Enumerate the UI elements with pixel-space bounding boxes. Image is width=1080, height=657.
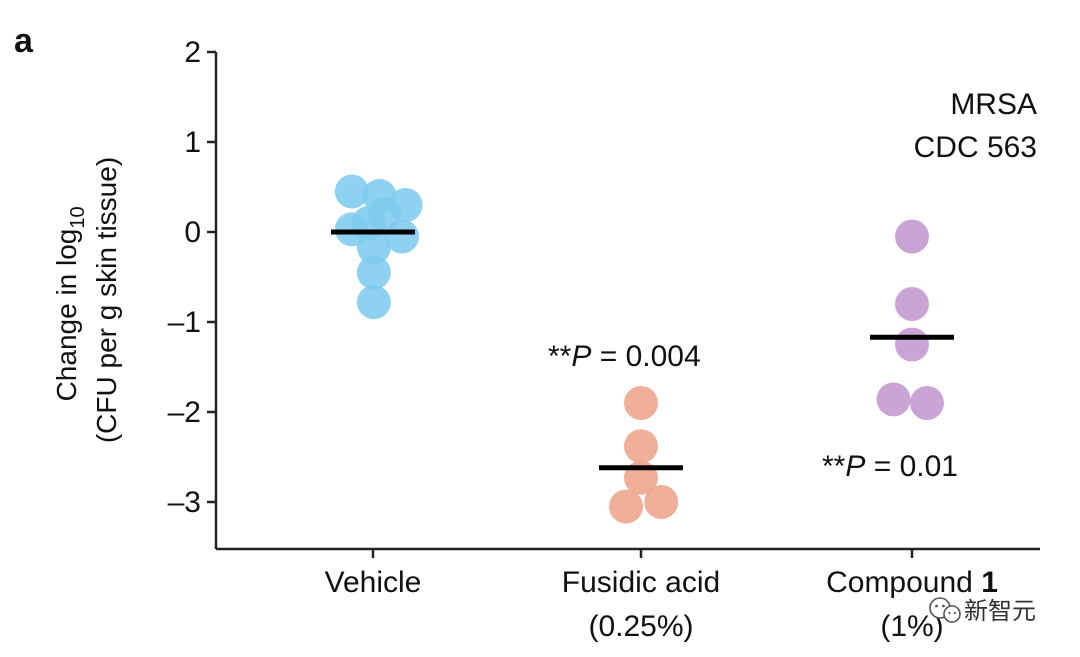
wechat-icon (929, 597, 961, 623)
category-labels: Vehicle Fusidic acid (0.25%) Compound 1 … (325, 566, 998, 643)
data-point (909, 386, 944, 420)
data-point (876, 382, 911, 417)
data-point (385, 219, 420, 254)
data-point (624, 429, 658, 464)
data-point (356, 230, 391, 265)
strain-label-line1: MRSA (950, 88, 1037, 121)
data-point (895, 287, 929, 321)
y-tick-label: 0 (184, 216, 201, 249)
watermark: 新智元 (929, 597, 1036, 625)
data-point (895, 327, 929, 362)
data-point (644, 485, 679, 519)
y-tick-label: 2 (184, 36, 201, 69)
axes: 2 1 0 –1 –2 –3 (168, 36, 1040, 558)
category-label-compound: Compound 1 (826, 566, 998, 599)
y-axis-label-line2: (CFU per g skin tissue) (91, 157, 122, 443)
panel-letter: a (14, 22, 34, 60)
data-point (609, 489, 644, 524)
y-tick-label: 1 (184, 126, 201, 159)
data-point (388, 188, 423, 222)
data-point (624, 386, 658, 420)
data-point (334, 174, 369, 209)
data-point (356, 255, 391, 290)
y-axis-label-line1: Change in log10 (51, 206, 89, 401)
p-value-compound: **P = 0.01 (822, 450, 958, 483)
strain-label-line2: CDC 563 (914, 131, 1037, 164)
category-label-fusidic: Fusidic acid (562, 566, 720, 599)
mean-bars (331, 229, 954, 471)
data-points (334, 174, 944, 524)
y-axis-label: Change in log10 (CFU per g skin tissue) (51, 157, 122, 443)
data-point (895, 219, 929, 254)
p-value-fusidic: **P = 0.004 (548, 340, 701, 373)
y-tick-label: –1 (168, 306, 201, 339)
category-label-fusidic-dose: (0.25%) (588, 610, 693, 643)
data-point (356, 285, 391, 320)
y-tick-label: –3 (168, 486, 201, 519)
y-tick-label: –2 (168, 396, 201, 429)
watermark-text: 新智元 (964, 597, 1036, 625)
category-label-vehicle: Vehicle (325, 566, 422, 599)
